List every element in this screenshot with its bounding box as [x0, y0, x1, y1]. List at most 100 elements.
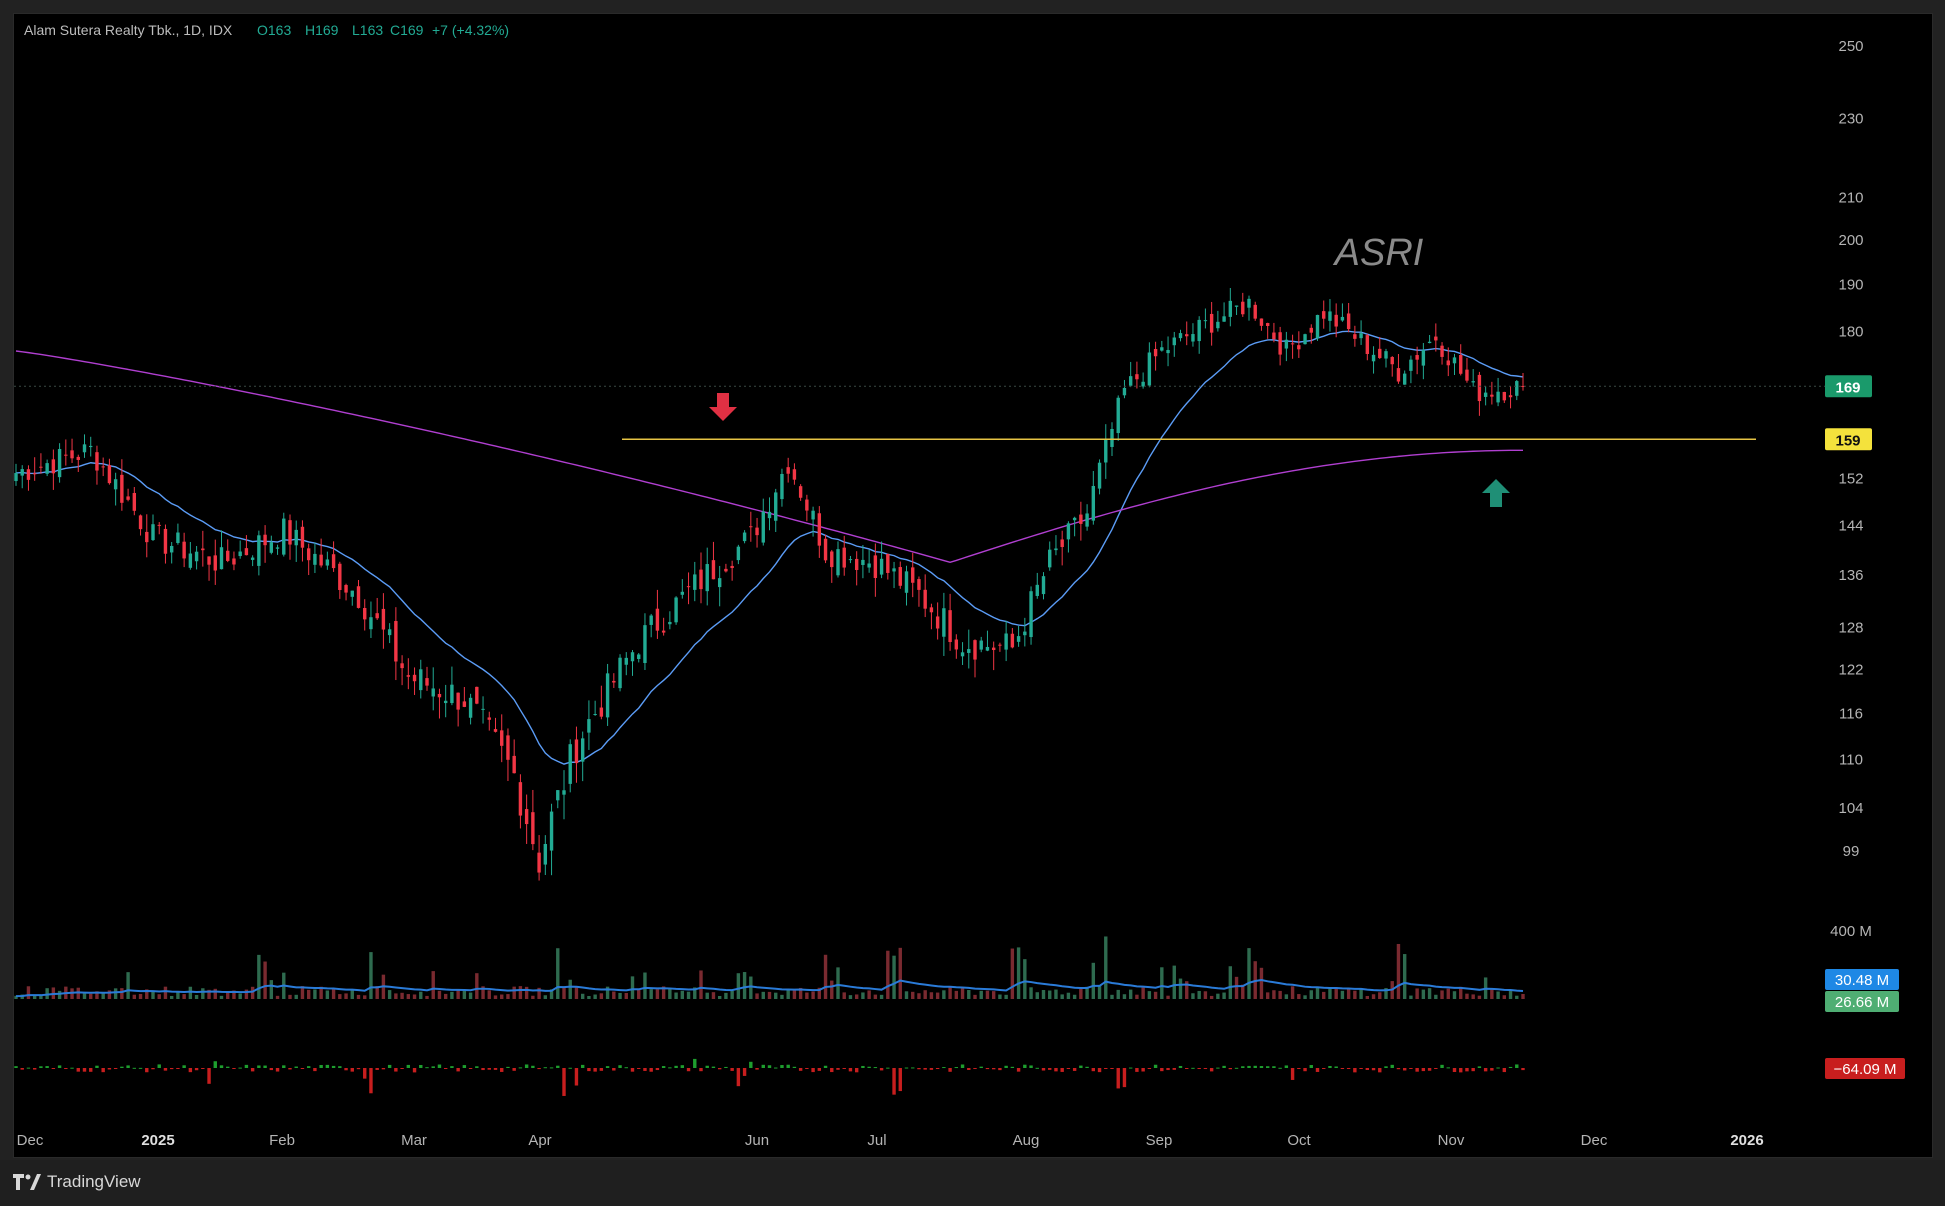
- oscillator-bar: [462, 1065, 467, 1068]
- oscillator-bar: [1259, 1066, 1264, 1068]
- candle-body: [1297, 345, 1301, 350]
- candle-body: [1029, 591, 1033, 638]
- candle-body: [556, 790, 560, 801]
- volume-bar: [1203, 991, 1208, 999]
- tradingview-icon: [13, 1174, 41, 1190]
- candle-body: [948, 610, 952, 643]
- oscillator-bar: [873, 1067, 878, 1069]
- candle-body: [780, 473, 784, 500]
- candle-body: [699, 569, 703, 590]
- candle-body: [1147, 352, 1152, 386]
- volume-bar: [394, 993, 398, 999]
- volume-bar: [325, 990, 330, 999]
- oscillator-bar: [325, 1064, 330, 1068]
- volume-bar: [1446, 988, 1450, 999]
- volume-bar: [742, 972, 747, 999]
- oscillator-bar: [506, 1066, 510, 1068]
- candle-body: [226, 550, 230, 561]
- time-tick: Apr: [528, 1132, 551, 1149]
- candle-body: [1209, 313, 1214, 333]
- oscillator-bar: [1085, 1066, 1089, 1068]
- chart-frame[interactable]: 400 M 30.48 M 26.66 M −64.09 M 250 230 210 20…: [13, 13, 1933, 1158]
- candle-body: [1185, 334, 1189, 337]
- volume-bar: [1085, 986, 1089, 999]
- oscillator-bar: [70, 1067, 74, 1069]
- volume-bar: [126, 972, 130, 999]
- up-arrow-icon[interactable]: [1482, 479, 1510, 507]
- oscillator-bar: [1490, 1068, 1494, 1071]
- oscillator-bar: [356, 1068, 361, 1070]
- oscillator-bar: [1122, 1068, 1127, 1088]
- oscillator-bar: [817, 1068, 822, 1071]
- candle-body: [456, 692, 460, 710]
- oscillator-bar: [188, 1068, 193, 1073]
- volume-bar: [674, 992, 678, 999]
- oscillator-bar: [20, 1068, 24, 1070]
- candle-body: [176, 532, 180, 543]
- down-arrow-icon[interactable]: [709, 393, 737, 421]
- candle-body: [942, 608, 946, 637]
- volume-bar: [1041, 990, 1046, 999]
- oscillator-bar: [226, 1066, 230, 1068]
- candle-body: [288, 520, 292, 545]
- price-tick: 210: [1838, 190, 1863, 207]
- oscillator-badge: [1825, 1058, 1905, 1079]
- oscillator-bar: [1116, 1068, 1120, 1089]
- oscillator-bar: [244, 1064, 249, 1068]
- candle-body: [867, 563, 871, 568]
- volume-bar: [1072, 994, 1077, 999]
- candle-body: [935, 616, 940, 629]
- candle-body: [755, 527, 759, 536]
- candle-body: [954, 639, 959, 650]
- volume-bar: [1172, 965, 1176, 999]
- candle-body: [574, 739, 579, 764]
- candle-body: [201, 548, 205, 551]
- volume-bar: [1427, 988, 1432, 999]
- candle-body: [1303, 334, 1307, 345]
- candle-body: [562, 790, 566, 795]
- candle-body: [182, 541, 186, 559]
- candle-body: [830, 551, 834, 568]
- oscillator-bar: [1508, 1066, 1513, 1068]
- candle-body: [1340, 316, 1345, 321]
- volume-bar: [1440, 990, 1444, 999]
- candle-body: [1390, 357, 1394, 365]
- volume-bar: [468, 992, 473, 999]
- volume-bar: [556, 948, 560, 999]
- footer-bar: TradingView: [0, 1160, 1945, 1206]
- candle-body: [587, 719, 591, 733]
- candle-body: [979, 640, 983, 650]
- oscillator-bar: [1147, 1068, 1152, 1069]
- oscillator-bar: [151, 1068, 155, 1070]
- candle-body: [381, 608, 386, 630]
- oscillator-bar: [1521, 1068, 1525, 1071]
- candle-body: [113, 479, 118, 490]
- candle-body: [1515, 381, 1519, 396]
- oscillator-bar: [917, 1068, 921, 1070]
- candle-body: [1228, 300, 1233, 317]
- volume-bar: [661, 986, 666, 999]
- oscillator-bar: [394, 1068, 398, 1072]
- chart-canvas[interactable]: 400 M 30.48 M 26.66 M −64.09 M 250 230 210 20…: [14, 14, 1932, 1157]
- candle-body: [107, 465, 112, 484]
- candle-body: [1079, 514, 1083, 524]
- oscillator-bar: [580, 1064, 585, 1068]
- volume-bar: [120, 988, 124, 999]
- oscillator-bar: [1216, 1067, 1220, 1069]
- volume-bar: [425, 995, 429, 999]
- tradingview-logo[interactable]: TradingView: [13, 1172, 141, 1192]
- volume-bar: [711, 992, 716, 999]
- candle-body: [1166, 349, 1170, 354]
- time-tick: Jun: [745, 1132, 769, 1149]
- volume-bar: [923, 990, 927, 999]
- candle-body: [1060, 539, 1064, 548]
- volume-bar: [774, 992, 778, 999]
- oscillator-bar: [749, 1061, 753, 1068]
- volume-bar: [232, 990, 236, 999]
- volume-bar: [904, 991, 909, 999]
- oscillator-bar: [774, 1067, 778, 1069]
- oscillator-bar: [120, 1066, 124, 1068]
- oscillator-bar: [450, 1066, 454, 1068]
- volume-bar: [506, 994, 510, 999]
- oscillator-bar: [1446, 1067, 1450, 1069]
